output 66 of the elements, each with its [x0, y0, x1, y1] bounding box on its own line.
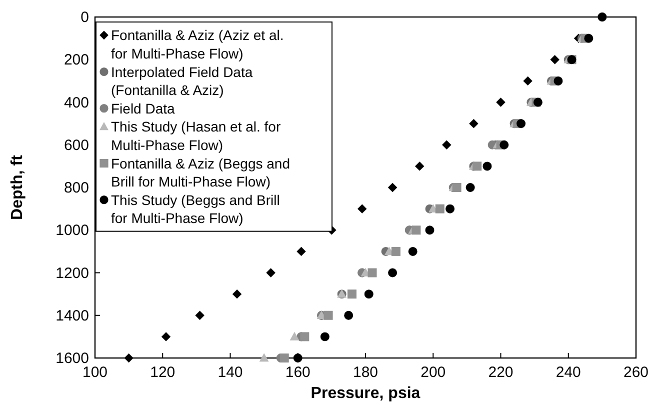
- y-tick-label: 400: [64, 94, 89, 112]
- point: [452, 183, 462, 192]
- point: [162, 332, 171, 342]
- y-tick-label: 800: [64, 180, 89, 196]
- point: [496, 98, 506, 107]
- point: [523, 76, 532, 86]
- point: [391, 246, 400, 256]
- x-tick-label: 220: [488, 364, 514, 381]
- point: [364, 290, 374, 299]
- legend-label: Field Data: [111, 100, 176, 116]
- y-tick-label: 1000: [56, 222, 89, 240]
- point: [550, 55, 560, 64]
- legend-label: This Study (Beggs and Brill for Multi-Phase Flow): [111, 192, 280, 226]
- x-tick-label: 180: [352, 364, 378, 381]
- point: [442, 140, 452, 150]
- point: [500, 140, 509, 150]
- y-tick-label: 1600: [56, 350, 89, 367]
- x-tick-label: 160: [285, 364, 310, 381]
- point: [368, 268, 377, 278]
- y-tick-label: 1200: [56, 264, 89, 282]
- x-tick-label: 240: [556, 364, 581, 381]
- point: [296, 246, 306, 256]
- point: [466, 183, 475, 192]
- point: [293, 354, 302, 362]
- y-axis-title: Depth, ft: [9, 154, 26, 220]
- point: [472, 162, 482, 171]
- x-tick-label: 200: [420, 364, 446, 381]
- point: [554, 76, 563, 86]
- point: [260, 354, 269, 362]
- point: [446, 204, 455, 214]
- point: [388, 268, 398, 278]
- point: [232, 290, 242, 299]
- point: [408, 246, 418, 256]
- y-tick-label: 600: [64, 136, 89, 154]
- x-tick-label: 100: [82, 364, 108, 381]
- point: [266, 268, 276, 278]
- point: [124, 354, 134, 362]
- point: [290, 332, 299, 340]
- x-tick-label: 260: [623, 364, 649, 381]
- point: [300, 332, 310, 342]
- point: [425, 226, 434, 235]
- point: [358, 204, 367, 214]
- legend-label: This Study (Hasan et al. for Multi-Phase Flow): [111, 118, 281, 153]
- point: [347, 290, 356, 299]
- point: [320, 332, 330, 342]
- x-axis-title: Pressure, psia: [310, 385, 420, 402]
- point: [516, 119, 526, 128]
- x-tick-label: 120: [150, 364, 176, 381]
- point: [344, 310, 354, 320]
- legend-label: Interpolated Field Data (Fontanilla & Aziz): [111, 64, 253, 98]
- y-tick-label: 0: [80, 9, 89, 26]
- point: [415, 162, 424, 171]
- y-tick-label: 200: [64, 52, 89, 69]
- y-tick-label: 1400: [56, 307, 89, 324]
- legend-label: Fontanilla & Aziz (Beggs and Brill for Multi-Phase Flow): [111, 155, 290, 190]
- point: [388, 183, 398, 192]
- legend-label: Fontanilla & Aziz (Aziz et al. for Multi-Phase Flow): [111, 27, 284, 62]
- point: [584, 34, 594, 43]
- point: [412, 226, 421, 235]
- point: [435, 204, 444, 214]
- x-tick-label: 140: [218, 364, 243, 381]
- point: [280, 354, 289, 362]
- point: [195, 310, 204, 320]
- point: [324, 310, 333, 320]
- point: [469, 119, 478, 128]
- point: [482, 162, 492, 171]
